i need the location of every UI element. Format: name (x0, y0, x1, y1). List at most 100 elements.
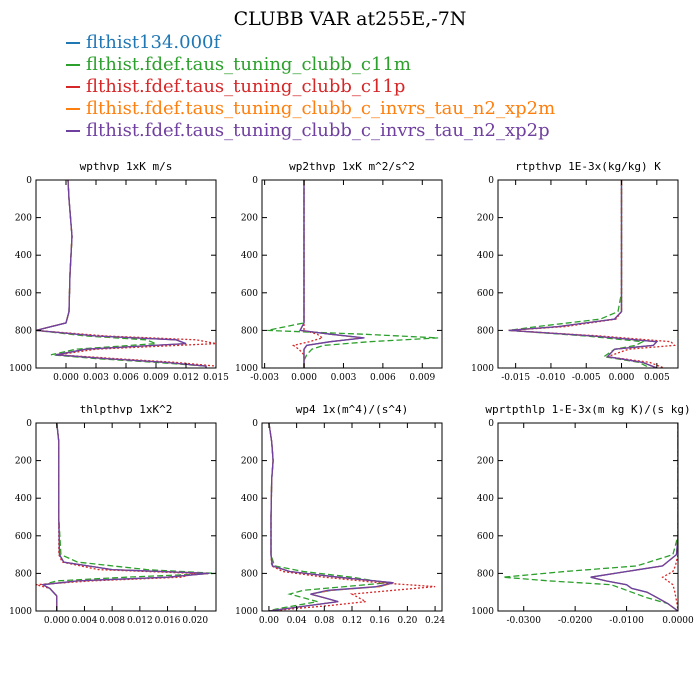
y-tick-label: 0 (252, 176, 258, 186)
y-tick-label: 1000 (235, 607, 258, 617)
series-group (268, 423, 436, 611)
y-tick-label: 200 (477, 214, 494, 224)
series-group (36, 423, 216, 611)
chart-panel: wpthvp 1xK m/s 0 200 400 600 800 1000 0.000 0.00… (9, 160, 229, 383)
x-tick-label: 0.020 (182, 616, 208, 626)
legend-swatch (66, 108, 80, 110)
series-line (299, 180, 364, 368)
x-tick-label: 0.000 (291, 373, 317, 383)
x-tick-label: 0.008 (99, 616, 125, 626)
y-tick-label: 0 (252, 419, 258, 429)
y-tick-label: 0 (488, 419, 494, 429)
x-tick-label: 0.005 (644, 373, 670, 383)
y-tick-label: 400 (241, 251, 258, 261)
y-tick-label: 0 (26, 419, 32, 429)
plot-frame (261, 422, 443, 612)
x-tick-label: 0.24 (425, 616, 445, 626)
x-tick-label: 0.16 (370, 616, 390, 626)
y-tick-label: 0 (488, 176, 494, 186)
chart-title: wprtpthlp 1-E-3x(m kg K)/(s kg) (485, 403, 690, 416)
series-line (36, 180, 216, 368)
y-tick-label: 800 (477, 326, 494, 336)
series-line (36, 180, 207, 368)
series-line (268, 423, 436, 611)
series-line (268, 423, 394, 611)
y-tick-label: 1000 (471, 607, 494, 617)
chart-panel: rtpthvp 1E-3x(kg/kg) K02004006008001000-… (471, 160, 679, 383)
legend-swatch (66, 86, 80, 88)
y-tick-label: 200 (477, 457, 494, 467)
x-tick-label: -0.0200 (558, 616, 593, 626)
series-line (36, 180, 207, 368)
series-group (503, 423, 678, 611)
chart-title: wp2thvp 1xK m^2/s^2 (289, 160, 415, 173)
series-group (36, 180, 216, 368)
x-tick-label: 0.012 (173, 373, 199, 383)
series-line (508, 180, 676, 368)
y-tick-label: 600 (477, 289, 494, 299)
y-tick-label: 800 (15, 326, 32, 336)
x-tick-label: 0.003 (331, 373, 357, 383)
plot-frame (497, 179, 679, 369)
legend-label: flthist.fdef.taus_tuning_clubb_c11m (86, 54, 411, 75)
y-tick-label: 0 (26, 176, 32, 186)
x-tick-label: -0.003 (250, 373, 279, 383)
legend-label: flthist.fdef.taus_tuning_clubb_c11p (86, 76, 406, 97)
y-tick-label: 200 (241, 457, 258, 467)
x-tick-label: 0.009 (409, 373, 435, 383)
plot-frame (35, 179, 217, 369)
y-tick-label: 200 (15, 214, 32, 224)
plot-frame (35, 422, 217, 612)
y-tick-label: 800 (241, 569, 258, 579)
x-tick-label: 0.006 (113, 373, 139, 383)
legend-entry: flthist134.000f (66, 32, 555, 54)
y-tick-label: 600 (477, 532, 494, 542)
y-tick-label: 1000 (9, 364, 32, 374)
legend-entry: flthist.fdef.taus_tuning_clubb_c11p (66, 76, 555, 98)
series-line (503, 423, 678, 611)
x-tick-label: 0.006 (370, 373, 396, 383)
y-tick-label: 600 (241, 532, 258, 542)
series-line (590, 423, 678, 611)
x-tick-label: 0.000 (53, 373, 79, 383)
y-tick-label: 400 (241, 494, 258, 504)
x-tick-label: -0.010 (537, 373, 566, 383)
legend-entry: flthist.fdef.taus_tuning_clubb_c_invrs_t… (66, 98, 555, 120)
series-line (36, 180, 207, 368)
legend-label: flthist.fdef.taus_tuning_clubb_c_invrs_t… (86, 98, 556, 119)
y-tick-label: 800 (15, 569, 32, 579)
x-tick-label: 0.08 (314, 616, 334, 626)
chart-title: thlpthvp 1xK^2 (80, 403, 173, 416)
y-tick-label: 600 (241, 289, 258, 299)
legend: flthist134.000f flthist.fdef.taus_tuning_… (66, 32, 555, 142)
chart-title: wp4 1x(m^4)/(s^4) (296, 403, 409, 416)
series-line (36, 180, 207, 368)
chart-title: wpthvp 1xK m/s (80, 160, 173, 173)
y-tick-label: 1000 (471, 364, 494, 374)
series-line (508, 180, 659, 368)
x-tick-label: 0.012 (127, 616, 153, 626)
y-tick-label: 1000 (235, 364, 258, 374)
x-tick-label: 0.20 (397, 616, 417, 626)
plot-frame (497, 422, 679, 612)
legend-label: flthist.fdef.taus_tuning_clubb_c_invrs_t… (86, 120, 550, 141)
series-line (291, 180, 324, 368)
y-tick-label: 800 (477, 569, 494, 579)
series-line (661, 423, 678, 611)
legend-label: flthist134.000f (86, 32, 221, 53)
legend-swatch (66, 42, 80, 44)
y-tick-label: 200 (241, 214, 258, 224)
x-tick-label: 0.00 (259, 616, 279, 626)
legend-entry: flthist.fdef.taus_tuning_clubb_c11m (66, 54, 555, 76)
series-line (40, 423, 210, 611)
series-group (508, 180, 676, 368)
y-tick-label: 200 (15, 457, 32, 467)
chart-panel: wprtpthlp 1-E-3x(m kg K)/(s kg) 0 200 400 60… (471, 403, 694, 626)
series-group (267, 180, 439, 368)
series-line (590, 423, 678, 611)
x-tick-label: 0.000 (609, 373, 635, 383)
x-tick-label: 0.004 (72, 616, 98, 626)
legend-entry: flthist.fdef.taus_tuning_clubb_c_invrs_t… (66, 120, 555, 142)
